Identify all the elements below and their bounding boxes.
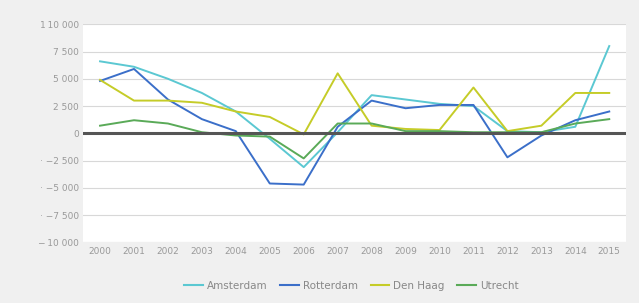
Amsterdam	[300, 165, 307, 169]
Den Haag	[232, 110, 240, 113]
Utrecht	[368, 122, 376, 125]
Rotterdam	[164, 98, 172, 101]
Amsterdam	[368, 93, 376, 97]
Rotterdam	[266, 182, 273, 185]
Amsterdam	[537, 130, 545, 134]
Amsterdam	[571, 125, 579, 128]
Utrecht	[436, 129, 443, 133]
Rotterdam	[504, 155, 511, 159]
Line: Rotterdam: Rotterdam	[100, 69, 609, 185]
Amsterdam	[164, 77, 172, 81]
Rotterdam	[436, 103, 443, 107]
Amsterdam	[504, 129, 511, 133]
Rotterdam	[402, 106, 410, 110]
Legend: Amsterdam, Rotterdam, Den Haag, Utrecht: Amsterdam, Rotterdam, Den Haag, Utrecht	[180, 276, 523, 295]
Utrecht	[300, 157, 307, 160]
Utrecht	[232, 134, 240, 137]
Den Haag	[436, 128, 443, 132]
Den Haag	[571, 91, 579, 95]
Amsterdam	[130, 65, 138, 68]
Amsterdam	[470, 104, 477, 108]
Den Haag	[198, 101, 206, 105]
Utrecht	[164, 122, 172, 125]
Utrecht	[470, 130, 477, 134]
Utrecht	[334, 122, 341, 125]
Utrecht	[130, 118, 138, 122]
Den Haag	[368, 124, 376, 128]
Utrecht	[96, 124, 104, 128]
Den Haag	[402, 127, 410, 131]
Den Haag	[130, 99, 138, 102]
Den Haag	[334, 72, 341, 75]
Rotterdam	[96, 79, 104, 83]
Amsterdam	[436, 102, 443, 106]
Den Haag	[470, 86, 477, 89]
Utrecht	[571, 122, 579, 125]
Den Haag	[300, 133, 307, 136]
Rotterdam	[198, 117, 206, 121]
Amsterdam	[232, 110, 240, 113]
Den Haag	[537, 124, 545, 128]
Amsterdam	[96, 59, 104, 63]
Rotterdam	[130, 67, 138, 71]
Rotterdam	[232, 129, 240, 133]
Utrecht	[504, 130, 511, 134]
Den Haag	[504, 129, 511, 133]
Amsterdam	[402, 98, 410, 101]
Den Haag	[266, 115, 273, 119]
Line: Den Haag: Den Haag	[100, 73, 609, 135]
Rotterdam	[470, 103, 477, 107]
Amsterdam	[198, 91, 206, 95]
Utrecht	[198, 130, 206, 134]
Utrecht	[266, 135, 273, 138]
Den Haag	[96, 78, 104, 82]
Rotterdam	[334, 125, 341, 128]
Den Haag	[605, 91, 613, 95]
Amsterdam	[266, 137, 273, 141]
Utrecht	[605, 117, 613, 121]
Utrecht	[402, 129, 410, 133]
Utrecht	[537, 130, 545, 134]
Rotterdam	[368, 99, 376, 102]
Amsterdam	[605, 44, 613, 48]
Line: Utrecht: Utrecht	[100, 119, 609, 158]
Rotterdam	[605, 110, 613, 113]
Den Haag	[164, 99, 172, 102]
Line: Amsterdam: Amsterdam	[100, 46, 609, 167]
Rotterdam	[537, 134, 545, 137]
Rotterdam	[300, 183, 307, 186]
Amsterdam	[334, 130, 341, 134]
Rotterdam	[571, 118, 579, 122]
